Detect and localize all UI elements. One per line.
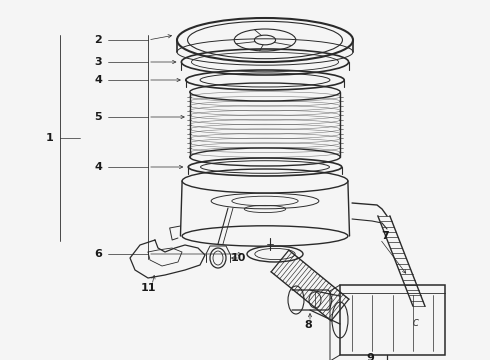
Text: C: C <box>413 319 418 328</box>
Text: 7: 7 <box>381 231 389 241</box>
Text: 6: 6 <box>94 249 102 259</box>
Text: 3: 3 <box>94 57 102 67</box>
Text: 9: 9 <box>366 353 374 360</box>
Text: 5: 5 <box>94 112 102 122</box>
Text: 4: 4 <box>94 75 102 85</box>
Text: 4: 4 <box>94 162 102 172</box>
Text: 10: 10 <box>230 253 245 263</box>
Bar <box>340 285 445 355</box>
Text: 1: 1 <box>46 133 54 143</box>
Text: 8: 8 <box>304 320 312 330</box>
Text: 2: 2 <box>94 35 102 45</box>
Text: 11: 11 <box>140 283 156 293</box>
